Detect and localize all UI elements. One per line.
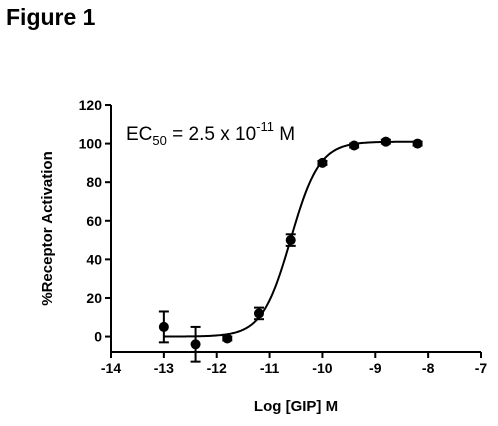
data-points — [158, 136, 423, 350]
data-point — [349, 140, 360, 151]
x-tick-label: -10 — [312, 360, 332, 376]
x-tick-label: -13 — [154, 360, 174, 376]
y-tick-label: 0 — [94, 329, 102, 345]
data-point — [380, 136, 391, 147]
figure-label: Figure 1 — [6, 4, 96, 30]
ec50-unit: M — [274, 124, 295, 145]
y-axis-label: %Receptor Activation — [39, 151, 56, 305]
x-tick-label: -11 — [260, 360, 280, 376]
data-point — [158, 321, 169, 332]
ec50-annotation: EC50 = 2.5 x 10-11 M — [126, 119, 295, 148]
ec50-subscript: 50 — [152, 133, 166, 148]
x-axis-label: Log [GIP] M — [254, 398, 338, 415]
y-tick-label: 20 — [86, 290, 102, 306]
y-tick-label: 120 — [79, 97, 103, 113]
ec50-prefix: EC — [126, 124, 152, 145]
data-point — [412, 138, 423, 149]
ec50-exponent: -11 — [256, 119, 274, 134]
y-tick-label: 80 — [86, 174, 102, 190]
x-tick-label: -7 — [475, 360, 488, 376]
data-point — [222, 333, 233, 344]
x-tick-label: -8 — [422, 360, 435, 376]
data-point — [190, 339, 201, 350]
x-tick-label: -14 — [101, 360, 121, 376]
data-point — [285, 235, 296, 246]
y-tick-label: 100 — [79, 136, 103, 152]
y-tick-label: 60 — [86, 213, 102, 229]
x-tick-label: -9 — [369, 360, 382, 376]
x-tick-label: -12 — [207, 360, 227, 376]
ticks — [105, 104, 482, 358]
ec50-value: = 2.5 x 10 — [167, 124, 256, 145]
tick-labels: -14 -13 -12 -11 -10 -9 -8 -7 0 20 40 60 80 100 120 — [79, 97, 488, 376]
data-point — [317, 157, 328, 168]
error-bars — [158, 138, 423, 363]
y-tick-label: 40 — [86, 251, 102, 267]
data-point — [254, 308, 264, 319]
axes — [110, 105, 481, 353]
